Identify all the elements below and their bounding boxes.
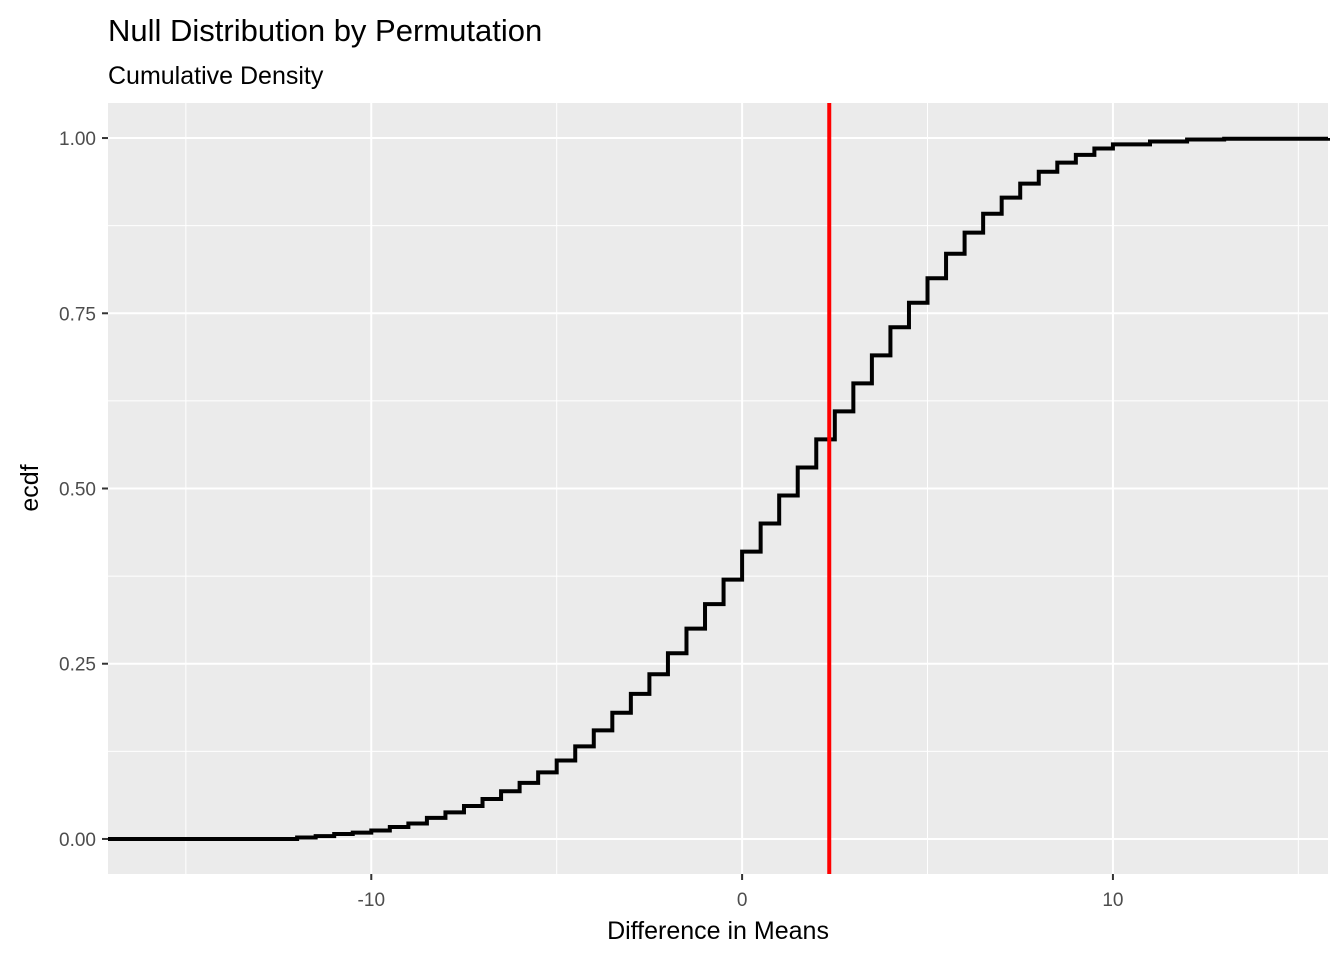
y-axis-title: ecdf: [16, 464, 44, 511]
y-tick-label: 0.25: [59, 655, 96, 676]
x-tick-label: 0: [737, 890, 748, 911]
chart-title: Null Distribution by Permutation: [108, 13, 542, 48]
y-tick-label: 0.00: [59, 830, 96, 851]
series-layer: [108, 136, 1330, 841]
chart-subtitle: Cumulative Density: [108, 62, 324, 90]
y-tick-label: 0.75: [59, 304, 96, 325]
grid-major: [108, 103, 1328, 874]
y-tick-label: 0.50: [59, 480, 96, 501]
ecdf-step-line: [108, 136, 1330, 841]
x-tick-label: 10: [1102, 890, 1123, 911]
y-axis: 0.00 0.25 0.50 0.75 1.00: [59, 129, 108, 851]
x-axis-title: Difference in Means: [607, 917, 829, 945]
x-axis: -10 0 10: [358, 874, 1123, 911]
x-tick-label: -10: [358, 890, 385, 911]
y-tick-label: 1.00: [59, 129, 96, 150]
